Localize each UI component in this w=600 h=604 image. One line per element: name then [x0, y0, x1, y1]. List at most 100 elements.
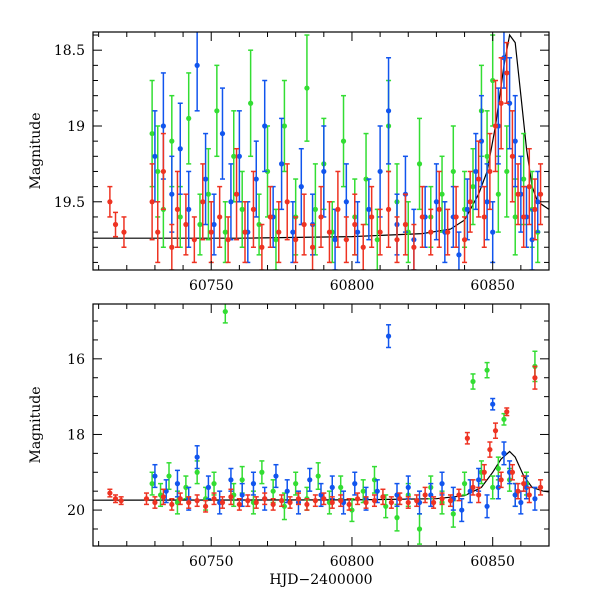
plot-area [93, 32, 549, 270]
data-point [219, 499, 226, 506]
data-point [177, 214, 183, 220]
data-point [461, 481, 468, 487]
y-tick-label: 16 [67, 352, 85, 368]
data-point [414, 498, 420, 504]
data-point [236, 153, 242, 159]
data-point [149, 481, 155, 487]
data-point [228, 494, 234, 500]
data-point [430, 499, 437, 506]
data-point [481, 469, 487, 475]
data-point [476, 492, 482, 498]
data-point [177, 146, 183, 152]
data-point [107, 199, 113, 205]
data-point [512, 214, 518, 220]
data-point [304, 85, 310, 91]
data-point [143, 496, 150, 502]
data-point [369, 214, 375, 220]
data-point [259, 244, 265, 250]
data-point [312, 498, 318, 504]
data-point [515, 488, 521, 494]
data-point [461, 237, 468, 243]
data-point [194, 454, 200, 460]
data-point [321, 168, 327, 175]
data-point [239, 206, 245, 212]
series-blue [152, 32, 541, 270]
data-point [490, 401, 496, 407]
data-point [183, 484, 189, 490]
data-point [112, 221, 119, 228]
data-point [371, 477, 378, 483]
data-point [428, 229, 434, 235]
data-point [529, 237, 535, 243]
data-point [321, 496, 327, 502]
plot-frame [92, 31, 550, 271]
data-point [495, 191, 501, 197]
data-point [149, 199, 155, 205]
data-point [498, 100, 504, 106]
data-point [470, 378, 476, 385]
data-point [487, 446, 493, 453]
data-point [290, 229, 296, 235]
data-point [523, 484, 530, 490]
data-point [287, 499, 293, 506]
data-point [484, 153, 490, 159]
data-point [169, 138, 175, 144]
data-point [521, 214, 527, 220]
data-point [532, 496, 538, 502]
data-point [397, 496, 403, 502]
data-point [385, 108, 392, 114]
data-point [256, 221, 262, 228]
data-point [293, 481, 299, 487]
data-point [490, 229, 496, 235]
data-point [253, 176, 259, 182]
data-point [537, 484, 544, 490]
data-point [214, 108, 220, 114]
y-tick-label: 19 [67, 119, 85, 135]
data-point [276, 229, 282, 235]
data-point [433, 199, 440, 205]
x-tick-label: 60800 [330, 554, 375, 570]
data-point [346, 501, 352, 508]
data-point [416, 161, 423, 167]
data-point [228, 477, 234, 483]
series-red [107, 365, 544, 513]
data-point [262, 496, 268, 502]
data-point [152, 153, 158, 159]
data-point [363, 499, 369, 506]
x-tick-label: 60750 [189, 278, 234, 294]
data-point [281, 123, 288, 129]
series-blue [152, 324, 538, 523]
data-point [385, 333, 392, 339]
data-point [467, 488, 473, 494]
data-point [169, 244, 175, 250]
data-point [118, 498, 124, 504]
data-point [456, 252, 462, 258]
data-point [504, 168, 510, 175]
data-point [278, 498, 285, 504]
x-axis-title: HJD−2400000 [269, 572, 372, 588]
data-point [152, 499, 158, 506]
data-point [371, 498, 378, 504]
data-point [194, 469, 200, 475]
data-point [239, 477, 245, 483]
data-point [211, 221, 217, 228]
data-point [242, 229, 248, 235]
data-point [436, 206, 442, 212]
data-point [405, 484, 411, 490]
data-point [492, 123, 499, 129]
data-point [405, 499, 411, 506]
data-point [202, 176, 209, 182]
data-point [202, 503, 209, 509]
data-point [450, 168, 456, 175]
data-point [459, 507, 465, 513]
data-point [484, 503, 490, 509]
data-point [495, 484, 501, 490]
data-point [506, 100, 513, 106]
data-point [473, 168, 479, 175]
data-point [450, 511, 456, 517]
data-point [155, 168, 161, 175]
data-point [112, 496, 119, 502]
data-point [211, 481, 217, 487]
data-point [343, 199, 349, 205]
